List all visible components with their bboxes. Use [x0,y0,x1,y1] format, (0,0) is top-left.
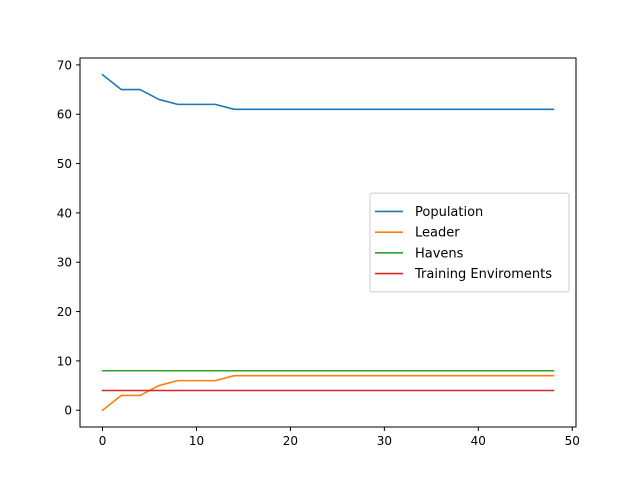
x-tick-label: 10 [189,434,204,448]
y-tick-label: 20 [57,305,72,319]
y-tick-label: 60 [57,108,72,122]
legend: Population Leader Havens Training Enviromen… [369,192,570,293]
legend-label: Leader [415,226,460,241]
x-axis: 0 10 20 30 40 50 [99,427,580,448]
legend-label: Training Enviroments [414,267,552,282]
plot-area-frame [79,57,577,428]
series-line-leader [101,374,555,412]
x-tick-label: 40 [471,434,486,448]
x-tick-label: 20 [283,434,298,448]
series-line-population [101,73,555,111]
y-tick-label: 40 [57,206,72,220]
x-tick-label: 30 [377,434,392,448]
y-tick-label: 30 [57,256,72,270]
legend-label: Havens [415,246,464,261]
y-tick-label: 70 [57,58,72,72]
series-layer [101,73,555,412]
y-tick-label: 0 [64,404,72,418]
y-tick-label: 50 [57,157,72,171]
legend-label: Population [415,205,483,220]
y-axis: 0 10 20 30 40 50 60 70 [57,58,80,418]
x-tick-label: 0 [99,434,107,448]
x-tick-label: 50 [565,434,580,448]
legend-box [369,192,570,293]
y-tick-label: 10 [57,354,72,368]
